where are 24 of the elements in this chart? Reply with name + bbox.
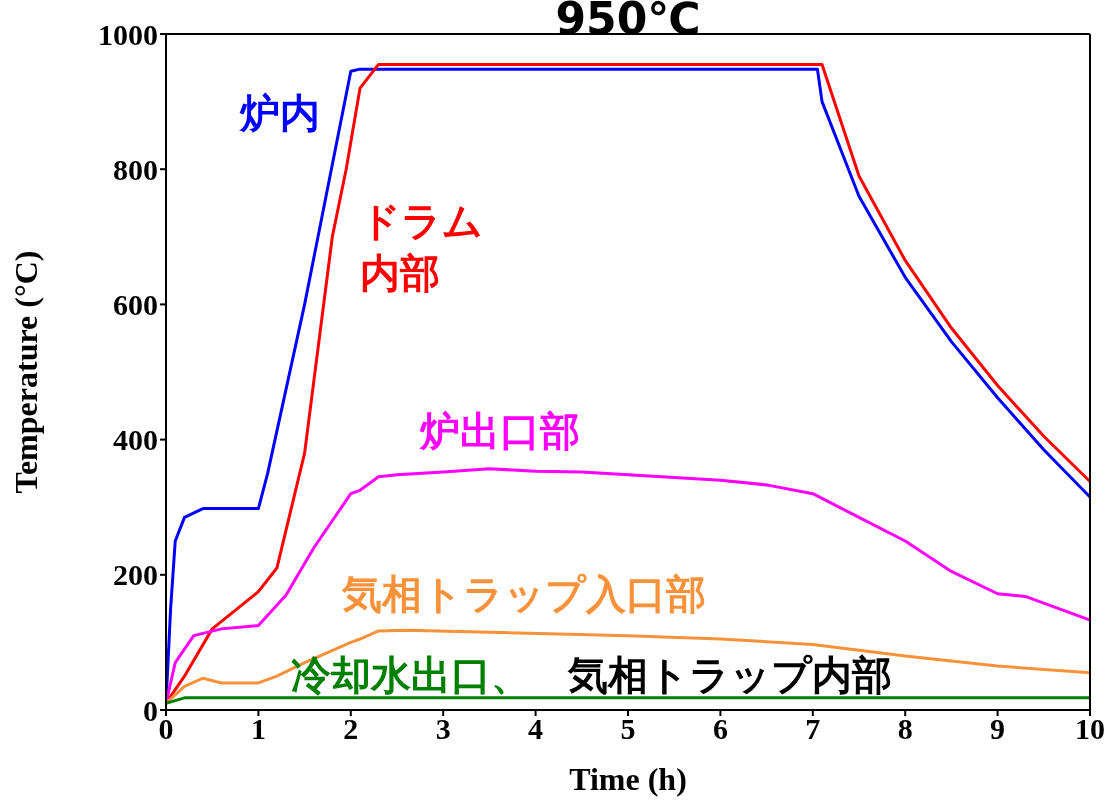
x-tick-label: 8 [897, 712, 913, 746]
x-tick-label: 5 [620, 712, 636, 746]
y-tick-label: 800 [113, 152, 158, 186]
chart-title: 950℃ [554, 0, 702, 44]
x-tick-label: 1 [250, 712, 266, 746]
x-tick-label: 9 [990, 712, 1006, 746]
y-tick-label: 400 [113, 423, 158, 457]
series-label: ドラム内部 [360, 197, 485, 299]
series-label: 冷却水出口、 [290, 652, 531, 699]
x-tick-label: 10 [1075, 712, 1105, 746]
y-tick-label: 600 [113, 288, 158, 322]
x-tick-label: 7 [805, 712, 821, 746]
series-label: 気相トラップ入口部 [341, 569, 707, 619]
annotation: 気相トラップ内部 [567, 651, 892, 701]
x-tick-label: 3 [435, 712, 451, 746]
x-axis-title: Time (h) [569, 761, 687, 797]
y-axis-title: Temperature (°C) [8, 250, 45, 494]
x-tick-label: 2 [343, 712, 359, 746]
x-tick-label: 4 [528, 712, 544, 746]
x-tick-label: 6 [712, 712, 728, 746]
y-tick-label: 1000 [98, 17, 158, 51]
y-tick-label: 200 [113, 558, 158, 592]
series-label: 炉出口部 [420, 407, 582, 457]
series-label: 炉内 [239, 89, 321, 139]
